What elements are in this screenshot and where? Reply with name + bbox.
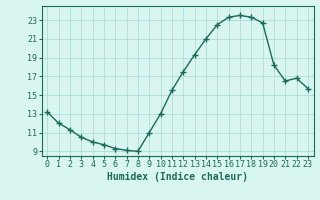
X-axis label: Humidex (Indice chaleur): Humidex (Indice chaleur) [107, 172, 248, 182]
